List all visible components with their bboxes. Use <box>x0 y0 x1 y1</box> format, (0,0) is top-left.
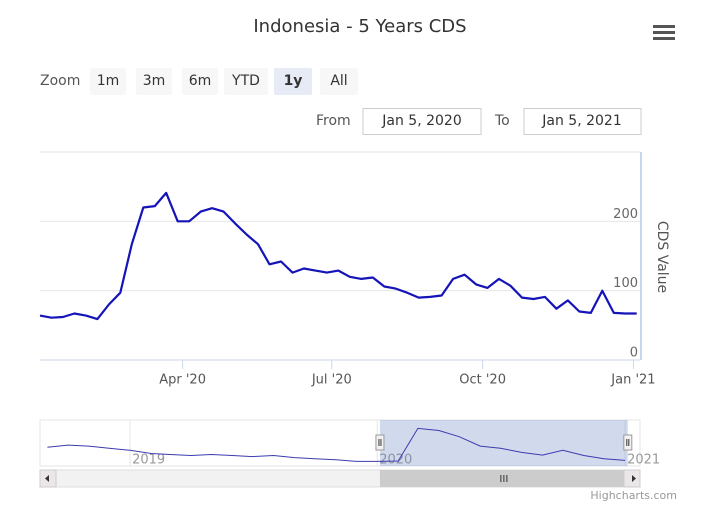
menu-bar <box>653 25 675 28</box>
chart-title: Indonesia - 5 Years CDS <box>253 16 466 37</box>
from-value: Jan 5, 2020 <box>381 113 461 129</box>
to-value: Jan 5, 2021 <box>541 113 621 129</box>
zoom-button[interactable] <box>182 68 218 95</box>
navigator-handle[interactable] <box>623 434 633 451</box>
scrollbar-arrow <box>632 475 636 482</box>
y-tick-label: 100 <box>613 276 638 291</box>
to-input[interactable] <box>523 108 642 135</box>
zoom-button[interactable] <box>90 68 126 95</box>
zoom-button[interactable] <box>136 68 172 95</box>
navigator-tick-label: 2019 <box>132 453 165 468</box>
y-axis-title: CDS Value <box>654 221 670 293</box>
zoom-button[interactable] <box>274 68 312 95</box>
scrollbar-arrow <box>45 475 49 482</box>
navigator-handle[interactable] <box>375 434 385 451</box>
y-tick-label: 200 <box>613 207 638 222</box>
menu-button[interactable] <box>653 25 675 40</box>
credits[interactable]: Highcharts.com <box>590 489 677 502</box>
navigator-line <box>47 427 626 462</box>
y-tick-label: 0 <box>630 346 638 361</box>
zoom-label: Zoom <box>40 73 80 89</box>
navigator-tick-label: 2021 <box>627 453 660 468</box>
x-tick-label: Oct '20 <box>459 373 506 388</box>
zoom-button-label: 6m <box>189 73 212 89</box>
zoom-button[interactable] <box>224 68 268 95</box>
zoom-button-label: All <box>330 73 347 89</box>
zoom-button-label: YTD <box>231 73 260 89</box>
x-tick-label: Jul '20 <box>311 373 352 388</box>
menu-bar <box>653 31 675 34</box>
x-tick-label: Apr '20 <box>159 373 206 388</box>
zoom-button-label: 1y <box>284 73 303 89</box>
to-label: To <box>494 113 510 129</box>
navigator-outline <box>39 419 641 467</box>
menu-bar <box>653 37 675 40</box>
series-line <box>39 191 637 321</box>
zoom-button-label: 3m <box>143 73 166 89</box>
zoom-button-label: 1m <box>97 73 120 89</box>
zoom-button[interactable] <box>320 68 358 95</box>
navigator-tick-label: 2020 <box>379 453 412 468</box>
from-input[interactable] <box>362 108 482 135</box>
from-label: From <box>316 113 351 129</box>
x-tick-label: Jan '21 <box>610 373 655 388</box>
navigator-selection <box>379 420 628 466</box>
